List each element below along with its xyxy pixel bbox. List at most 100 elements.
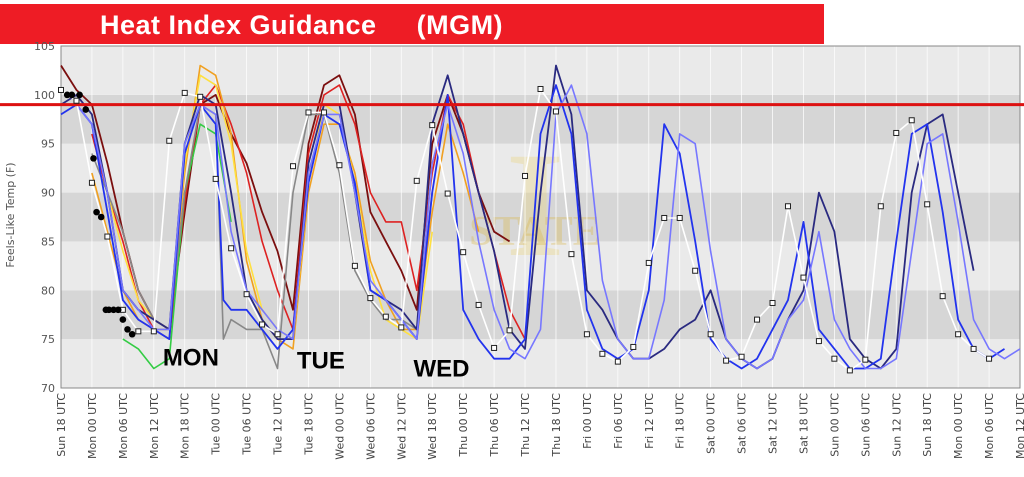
series-line-6 [60, 64, 975, 370]
observed-dot [93, 208, 100, 216]
mean-marker [738, 353, 745, 360]
mean-marker [290, 163, 297, 170]
mean-marker [398, 324, 405, 331]
x-tick-label: Sun 12 UTC [890, 393, 903, 457]
mean-marker [614, 358, 621, 365]
mean-marker [955, 331, 962, 338]
y-axis-label: Feels-Like Temp (F) [4, 162, 17, 267]
mean-marker [846, 367, 853, 374]
series-line-4 [122, 123, 232, 370]
x-tick-label: Sun 18 UTC [921, 393, 934, 457]
observed-dot [76, 91, 83, 99]
day-label: MON [163, 345, 219, 372]
mean-marker [831, 355, 838, 362]
mean-marker [351, 262, 358, 269]
x-tick-label: Thu 00 UTC [457, 393, 470, 458]
observed-dot [82, 106, 90, 113]
mean-marker [197, 93, 204, 100]
x-tick-label: Mon 06 UTC [117, 393, 130, 459]
x-tick-label: Tue 12 UTC [272, 393, 285, 456]
y-tick-label: 70 [41, 382, 55, 395]
mean-marker [367, 295, 374, 302]
x-tick-label: Wed 00 UTC [333, 393, 346, 460]
mean-marker [986, 355, 993, 362]
observed-dot [90, 155, 97, 162]
plot-frame [60, 45, 1021, 389]
x-tick-label: Mon 18 UTC [179, 393, 192, 459]
mean-marker [259, 321, 266, 328]
mean-marker [166, 137, 173, 144]
mean-marker [661, 214, 668, 221]
mean-marker [908, 117, 915, 124]
observed-dot [124, 326, 131, 333]
mean-marker [552, 108, 559, 115]
x-tick-label: Tue 06 UTC [241, 393, 254, 456]
x-tick-label: Thu 12 UTC [519, 393, 532, 458]
x-tick-label: Sun 18 UTC [55, 393, 68, 457]
chart-title: Heat Index Guidance (MGM) [100, 10, 504, 40]
mean-marker [429, 122, 436, 129]
observed-dot [105, 306, 113, 314]
mean-marker [970, 345, 977, 352]
mean-marker [676, 214, 683, 221]
mean-marker [815, 338, 822, 345]
mean-marker [320, 109, 327, 116]
observed-dot [119, 316, 127, 323]
x-tick-labels: Sun 18 UTC Mon 00 UTC Mon 06 UTC Mon 12 UTC… [55, 393, 1024, 460]
mean-marker [243, 291, 250, 298]
x-tick-label: Wed 06 UTC [364, 393, 377, 460]
y-tick-label: 80 [41, 284, 55, 297]
y-tick-label: 100 [34, 89, 55, 102]
x-tick-label: Fri 12 UTC [643, 393, 656, 449]
x-tick-label: Sat 12 UTC [767, 393, 780, 454]
x-tick-label: Mon 00 UTC [86, 393, 99, 459]
axes [60, 45, 1021, 389]
day-labels: MON TUE WED [163, 345, 470, 383]
x-tick-label: Mon 00 UTC [952, 393, 965, 459]
observed-dot [97, 213, 105, 221]
mean-marker [877, 203, 884, 210]
mean-marker [645, 259, 652, 266]
mean-marker [537, 85, 544, 92]
x-tick-label: Sun 00 UTC [828, 393, 841, 457]
y-tick-label: 90 [41, 187, 55, 200]
mean-marker [460, 249, 467, 256]
mean-marker [382, 313, 389, 320]
mean-marker [413, 177, 420, 184]
markers-layer [58, 85, 993, 374]
mean-marker [444, 190, 451, 197]
x-tick-label: Fri 00 UTC [581, 393, 594, 449]
day-label: TUE [297, 347, 345, 374]
observed-dot [128, 330, 136, 338]
mean-marker [88, 179, 95, 186]
x-tick-label: Thu 06 UTC [488, 393, 501, 458]
x-tick-label: Wed 12 UTC [395, 393, 408, 460]
mean-marker [630, 343, 637, 350]
mean-marker [274, 331, 281, 338]
mean-marker [784, 203, 791, 210]
mean-marker [769, 299, 776, 306]
y-tick-label: 85 [41, 235, 55, 248]
mean-marker [336, 162, 343, 169]
mean-marker [939, 293, 946, 300]
y-tick-labels: 70 75 80 85 90 95 100 105 [34, 40, 55, 395]
x-tick-label: Tue 00 UTC [210, 393, 223, 456]
x-tick-label: Mon 06 UTC [983, 393, 996, 459]
x-tick-label: Mon 12 UTC [148, 393, 161, 459]
mean-marker [692, 267, 699, 274]
mean-marker [599, 350, 606, 357]
mean-marker [707, 331, 714, 338]
y-tick-label: 75 [41, 333, 55, 346]
x-tick-label: Fri 06 UTC [612, 393, 625, 449]
x-tick-label: Thu 18 UTC [550, 393, 563, 458]
title-banner: Heat Index Guidance (MGM) [0, 4, 824, 44]
mean-marker [862, 356, 869, 363]
mean-marker [475, 301, 482, 308]
mean-marker [723, 357, 730, 364]
x-tick-label: Sun 06 UTC [859, 393, 872, 457]
mean-marker [58, 86, 64, 93]
mean-marker [135, 328, 142, 335]
mean-marker [305, 109, 312, 116]
mean-marker [754, 316, 761, 323]
mean-marker [150, 328, 157, 335]
